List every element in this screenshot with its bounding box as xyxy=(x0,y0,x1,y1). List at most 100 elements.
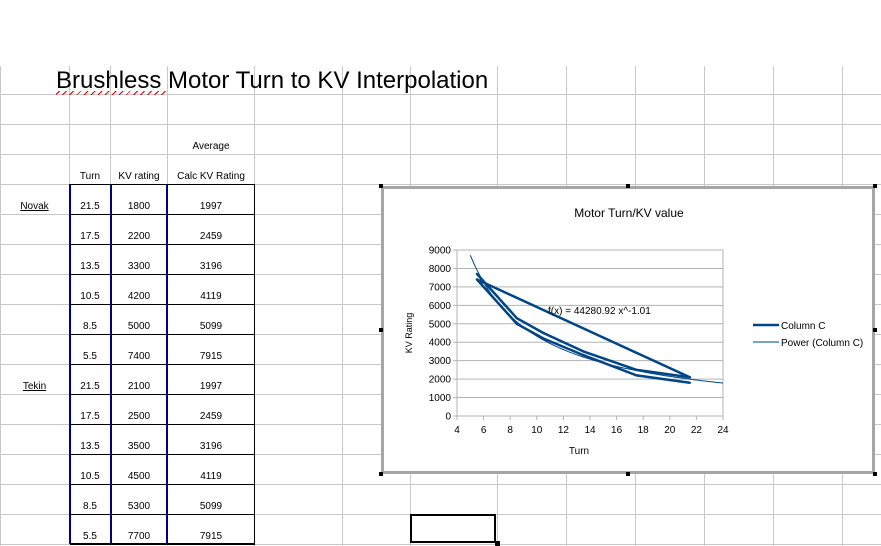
x-tick-label: 12 xyxy=(558,425,570,436)
kv-cell[interactable]: 4200 xyxy=(127,291,151,302)
x-tick-label: 24 xyxy=(717,425,729,436)
x-tick-label: 22 xyxy=(691,425,703,436)
y-tick-label: 7000 xyxy=(429,282,452,293)
turn-cell[interactable]: 21.5 xyxy=(80,201,100,212)
chart-handle-bm[interactable] xyxy=(626,472,630,476)
grid-row-line xyxy=(0,94,881,95)
y-tick-label: 2000 xyxy=(429,375,452,386)
calc-kv-cell[interactable]: 5099 xyxy=(199,501,223,512)
turn-cell[interactable]: 5.5 xyxy=(83,531,97,542)
series-column-c-point xyxy=(475,278,479,281)
calc-kv-cell[interactable]: 1997 xyxy=(199,381,223,392)
turn-cell[interactable]: 10.5 xyxy=(80,471,100,482)
x-tick-label: 16 xyxy=(611,425,623,436)
chart-handle-br[interactable] xyxy=(873,472,877,476)
table-row-border xyxy=(70,454,255,455)
kv-cell[interactable]: 3500 xyxy=(127,441,151,452)
x-tick-label: 14 xyxy=(584,425,596,436)
kv-cell[interactable]: 2500 xyxy=(127,411,151,422)
header-average: Average xyxy=(192,141,230,152)
y-tick-label: 9000 xyxy=(429,246,452,257)
x-tick-label: 4 xyxy=(454,425,460,436)
calc-kv-cell[interactable]: 7915 xyxy=(199,351,223,362)
y-tick-label: 6000 xyxy=(429,301,452,312)
calc-kv-cell[interactable]: 2459 xyxy=(199,231,223,242)
y-tick-label: 8000 xyxy=(429,264,452,275)
series-column-c-point xyxy=(515,322,519,325)
kv-cell[interactable]: 2100 xyxy=(127,381,151,392)
turn-cell[interactable]: 17.5 xyxy=(80,231,100,242)
turn-cell[interactable]: 5.5 xyxy=(83,351,97,362)
calc-kv-cell[interactable]: 7915 xyxy=(199,531,223,542)
brand-label[interactable]: Novak xyxy=(20,201,49,212)
series-column-c-point xyxy=(582,350,585,353)
brand-label[interactable]: Tekin xyxy=(22,381,47,392)
table-row-border xyxy=(70,484,255,485)
sheet-title: Brushless Motor Turn to KV Interpolation xyxy=(56,67,489,94)
calc-kv-cell[interactable]: 4119 xyxy=(200,471,222,482)
header-turn: Turn xyxy=(79,171,101,182)
turn-cell[interactable]: 13.5 xyxy=(80,261,100,272)
series-column-c-point xyxy=(582,353,585,357)
calc-kv-cell[interactable]: 4119 xyxy=(200,291,222,302)
series-column-c-line xyxy=(475,273,692,385)
calc-kv-cell[interactable]: 5099 xyxy=(199,321,223,332)
turn-cell[interactable]: 13.5 xyxy=(80,441,100,452)
chart-svg: Motor Turn/KV value 0 1000 2000 3000 4000 5000… xyxy=(404,206,863,457)
chart-title: Motor Turn/KV value xyxy=(574,206,684,220)
turn-cell[interactable]: 21.5 xyxy=(80,381,100,392)
turn-cell[interactable]: 8.5 xyxy=(83,321,97,332)
kv-cell[interactable]: 5300 xyxy=(127,501,151,512)
y-tick-label: 0 xyxy=(445,412,451,423)
chart-handle-tm[interactable] xyxy=(626,184,630,188)
table-bottom-border xyxy=(70,543,255,544)
series-column-c-point xyxy=(542,331,545,335)
calc-kv-cell[interactable]: 2459 xyxy=(199,411,223,422)
y-tick-label: 3000 xyxy=(429,356,452,367)
kv-cell[interactable]: 3300 xyxy=(127,261,151,272)
table-row-border xyxy=(70,514,255,515)
spellcheck-underline xyxy=(56,91,168,95)
fill-handle[interactable] xyxy=(495,541,500,546)
calc-kv-cell[interactable]: 1997 xyxy=(199,201,223,212)
table-row-border xyxy=(70,214,255,215)
table-row-border xyxy=(70,334,255,335)
header-kv-rating: KV rating xyxy=(118,171,160,182)
kv-cell[interactable]: 7400 xyxy=(127,351,151,362)
x-tick-label: 6 xyxy=(481,425,487,436)
kv-column-border-left xyxy=(110,184,112,544)
turn-cell[interactable]: 17.5 xyxy=(80,411,100,422)
header-calc-kv: Calc KV Rating xyxy=(177,171,245,182)
y-tick-label: 5000 xyxy=(429,319,452,330)
kv-cell[interactable]: 7700 xyxy=(127,531,151,542)
turn-cell[interactable]: 10.5 xyxy=(80,291,100,302)
table-row-border xyxy=(70,244,255,245)
x-tick-label: 20 xyxy=(664,425,676,436)
kv-cell[interactable]: 4500 xyxy=(127,471,151,482)
kv-cell[interactable]: 1800 xyxy=(127,201,151,212)
trendline-equation: f(x) = 44280.92 x^-1.01 xyxy=(548,306,651,317)
chart-object[interactable]: Motor Turn/KV value 0 1000 2000 3000 4000 5000… xyxy=(381,186,875,474)
kv-cell[interactable]: 5000 xyxy=(127,321,151,332)
selected-cell[interactable] xyxy=(410,514,496,543)
y-axis-title: KV Rating xyxy=(404,313,414,354)
grid-row-line xyxy=(0,154,881,155)
calc-kv-cell[interactable]: 3196 xyxy=(199,441,223,452)
calc-kv-cell[interactable]: 3196 xyxy=(199,261,223,272)
chart-handle-mr[interactable] xyxy=(873,328,877,332)
plot-area xyxy=(456,249,724,417)
y-tick-label: 4000 xyxy=(429,338,452,349)
series-power-trendline xyxy=(469,255,724,384)
table-row-border xyxy=(70,364,255,365)
chart-handle-ml[interactable] xyxy=(379,328,383,332)
chart-handle-bl[interactable] xyxy=(379,472,383,476)
chart-handle-tl[interactable] xyxy=(379,184,383,188)
table-row-border xyxy=(70,424,255,425)
turn-cell[interactable]: 8.5 xyxy=(83,501,97,512)
x-axis-title: Turn xyxy=(569,446,589,457)
kv-cell[interactable]: 2200 xyxy=(127,231,151,242)
series-column-c-point xyxy=(515,317,519,320)
chart-handle-tr[interactable] xyxy=(873,184,877,188)
grid-col-line xyxy=(0,66,1,546)
series-column-c-point xyxy=(475,272,479,276)
